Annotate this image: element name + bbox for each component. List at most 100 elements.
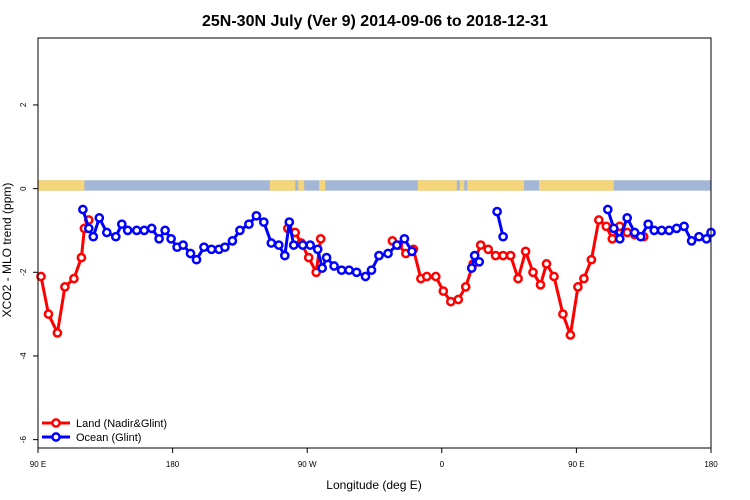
- ocean-point: [635, 231, 646, 242]
- ocean-band: [38, 180, 711, 191]
- ocean-point: [360, 271, 371, 282]
- chart-title: 25N-30N July (Ver 9) 2014-09-06 to 2018-…: [202, 13, 548, 30]
- land-point: [601, 221, 612, 232]
- land-point: [558, 309, 568, 319]
- land-band-segment: [539, 180, 614, 191]
- land-point: [565, 330, 576, 340]
- ocean-point: [466, 263, 477, 273]
- plot-frame: [37, 37, 712, 449]
- ocean-series-line: [81, 209, 414, 278]
- land-point: [622, 227, 633, 238]
- y-axis-label: XCO2 - MLO trend (ppm): [0, 183, 14, 318]
- ocean-point: [492, 206, 502, 217]
- land-point: [52, 328, 63, 338]
- land-point: [513, 273, 523, 284]
- ocean-point: [351, 267, 362, 278]
- ocean-point: [288, 240, 299, 250]
- x-tick-label: 90 W: [298, 460, 317, 469]
- ocean-point: [664, 225, 674, 236]
- y-axis: 2 0 -2 -4 -6: [19, 102, 38, 443]
- ocean-point: [643, 219, 654, 230]
- ocean-point: [679, 221, 689, 232]
- ocean-point: [88, 231, 99, 242]
- land-point: [475, 240, 486, 250]
- land-point: [520, 246, 531, 257]
- ocean-point: [407, 246, 417, 257]
- legend: Land (Nadir&Glint) Ocean (Glint): [42, 418, 167, 444]
- land-point: [586, 254, 597, 265]
- x-axis-label: Longitude (deg E): [326, 478, 421, 492]
- surface-band: [38, 180, 711, 191]
- x-tick-label: 180: [704, 460, 718, 469]
- ocean-point: [131, 225, 142, 236]
- ocean-point: [191, 254, 202, 265]
- ocean-point: [498, 231, 508, 242]
- ocean-point: [344, 265, 354, 276]
- land-band-segment: [467, 180, 525, 191]
- land-band-segment: [319, 180, 326, 191]
- ocean-point: [116, 219, 127, 230]
- y-tick-label: -4: [19, 352, 28, 360]
- ocean-point: [622, 213, 633, 223]
- y-tick-label: 2: [19, 102, 28, 107]
- land-point: [505, 250, 516, 261]
- land-point: [76, 252, 87, 263]
- land-point: [303, 252, 314, 263]
- land-band-segment: [38, 180, 85, 191]
- ocean-point: [694, 231, 704, 242]
- ocean-point: [258, 217, 269, 227]
- land-point: [490, 250, 501, 261]
- land-point: [60, 282, 70, 292]
- ocean-point: [614, 233, 625, 244]
- ocean-point: [227, 236, 238, 246]
- land-point: [541, 259, 552, 269]
- land-point: [535, 279, 546, 290]
- ocean-point: [312, 244, 323, 255]
- land-band-segment: [269, 180, 296, 191]
- y-tick-label: -2: [19, 268, 28, 276]
- ocean-point: [374, 250, 384, 261]
- ocean-point: [206, 244, 217, 255]
- land-point: [430, 271, 441, 282]
- x-tick-label: 90 E: [30, 460, 46, 469]
- ocean-point: [474, 256, 485, 267]
- land-band-segment: [459, 180, 465, 191]
- ocean-point: [297, 240, 308, 250]
- ocean-point: [78, 204, 88, 215]
- ocean-point: [284, 217, 295, 227]
- ocean-point: [185, 248, 196, 259]
- ocean-series: [78, 204, 716, 282]
- ocean-point: [317, 263, 328, 273]
- x-tick-label: 0: [440, 460, 445, 469]
- ocean-point: [244, 219, 254, 230]
- land-point: [573, 282, 583, 292]
- ocean-point: [139, 225, 150, 236]
- x-tick-label: 90 E: [568, 460, 584, 469]
- ocean-point: [279, 250, 290, 261]
- ocean-point: [608, 223, 619, 234]
- land-point: [445, 296, 456, 307]
- ocean-point: [251, 210, 262, 221]
- y-tick-label: -6: [19, 436, 28, 444]
- ocean-point: [199, 242, 209, 253]
- land-point: [69, 273, 79, 284]
- land-point: [315, 233, 326, 244]
- ocean-point: [321, 252, 332, 263]
- land-point: [43, 309, 54, 319]
- ocean-point: [235, 225, 245, 236]
- land-point: [549, 271, 559, 282]
- legend-ocean-marker: [51, 432, 61, 442]
- land-point: [528, 267, 538, 278]
- ocean-point: [101, 227, 112, 238]
- land-point: [498, 250, 508, 261]
- ocean-point: [656, 225, 667, 236]
- ocean-point: [146, 223, 157, 234]
- land-point: [421, 271, 432, 282]
- ocean-point: [329, 261, 339, 271]
- series-layer: [36, 204, 716, 340]
- ocean-point: [305, 240, 316, 250]
- ocean-point: [160, 225, 170, 236]
- legend-land-label: Land (Nadir&Glint): [76, 418, 167, 430]
- ocean-point: [602, 204, 613, 215]
